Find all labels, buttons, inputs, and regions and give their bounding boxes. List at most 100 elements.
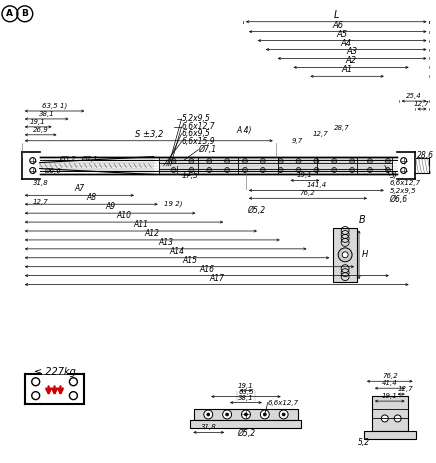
Text: 141,4: 141,4 — [306, 182, 327, 188]
Text: 38,1: 38,1 — [238, 394, 254, 400]
Text: 28,6: 28,6 — [416, 151, 433, 160]
Text: 6,6x12,7: 6,6x12,7 — [390, 181, 421, 187]
Circle shape — [279, 410, 288, 419]
Bar — [194, 408, 297, 420]
Text: H: H — [362, 250, 368, 259]
Bar — [191, 420, 302, 428]
Circle shape — [207, 413, 210, 416]
Circle shape — [207, 159, 212, 163]
Text: A11: A11 — [133, 220, 148, 229]
Text: A8: A8 — [86, 193, 96, 202]
Circle shape — [278, 159, 283, 163]
Text: 19,1: 19,1 — [238, 383, 254, 389]
Circle shape — [314, 159, 319, 163]
Text: 12,7: 12,7 — [414, 101, 429, 107]
Text: S ±3,2: S ±3,2 — [135, 130, 163, 139]
Text: 17,5: 17,5 — [182, 171, 199, 180]
Circle shape — [245, 413, 248, 416]
Text: 63,5 1): 63,5 1) — [42, 102, 67, 109]
Circle shape — [225, 159, 230, 163]
Circle shape — [332, 159, 337, 163]
Text: 19,1: 19,1 — [382, 393, 398, 399]
Text: 26,9: 26,9 — [33, 127, 48, 133]
Circle shape — [342, 252, 348, 258]
Circle shape — [368, 168, 372, 173]
Text: ≤ 227kg: ≤ 227kg — [34, 367, 75, 377]
Circle shape — [171, 159, 176, 163]
Text: 25,4: 25,4 — [405, 93, 422, 99]
Circle shape — [368, 159, 372, 163]
Circle shape — [296, 168, 301, 173]
Circle shape — [242, 168, 248, 173]
Circle shape — [350, 168, 354, 173]
Text: A6: A6 — [332, 21, 343, 30]
Text: 5,2x9,5: 5,2x9,5 — [390, 188, 416, 194]
Text: A14: A14 — [170, 247, 184, 256]
Circle shape — [260, 168, 265, 173]
Circle shape — [171, 168, 176, 173]
Circle shape — [382, 415, 388, 422]
Text: 19,1: 19,1 — [30, 119, 46, 125]
Text: 38,1: 38,1 — [39, 111, 54, 117]
Circle shape — [225, 168, 230, 173]
Text: 6,6x9,5: 6,6x9,5 — [181, 129, 210, 138]
Text: 5,2x9,5: 5,2x9,5 — [181, 114, 210, 124]
Circle shape — [385, 168, 390, 173]
Circle shape — [332, 168, 337, 173]
Text: A9: A9 — [105, 202, 115, 211]
Text: 41,4: 41,4 — [382, 380, 398, 386]
Bar — [333, 227, 357, 282]
Text: B: B — [359, 214, 365, 225]
Text: 5,2: 5,2 — [358, 438, 370, 447]
Text: 12,7: 12,7 — [398, 386, 413, 392]
Circle shape — [260, 410, 269, 419]
Text: Ø5,2: Ø5,2 — [247, 206, 265, 215]
Text: 12,7: 12,7 — [313, 131, 328, 137]
Circle shape — [350, 159, 354, 163]
Text: 19 2): 19 2) — [164, 201, 182, 207]
Circle shape — [223, 410, 232, 419]
Text: Ø6,6: Ø6,6 — [44, 168, 61, 174]
Text: B: B — [21, 9, 28, 19]
Text: 63,5: 63,5 — [238, 388, 254, 394]
Circle shape — [278, 168, 283, 173]
Circle shape — [207, 168, 212, 173]
Circle shape — [385, 159, 390, 163]
Circle shape — [225, 413, 228, 416]
Text: A13: A13 — [158, 238, 173, 247]
Circle shape — [282, 413, 285, 416]
Bar — [372, 396, 408, 431]
Text: 9,7: 9,7 — [292, 138, 303, 144]
Text: 76,2: 76,2 — [382, 373, 398, 379]
Text: 6,6x12,7: 6,6x12,7 — [181, 122, 215, 131]
Text: 12,7: 12,7 — [33, 199, 48, 205]
Text: 6,6x12,7: 6,6x12,7 — [268, 400, 299, 406]
Text: A1: A1 — [341, 65, 353, 74]
Text: Ø7,1: Ø7,1 — [81, 156, 98, 162]
Circle shape — [260, 159, 265, 163]
Circle shape — [204, 410, 213, 419]
Text: A7: A7 — [74, 184, 85, 194]
Circle shape — [189, 168, 194, 173]
Text: A5: A5 — [337, 30, 348, 38]
Text: A: A — [7, 9, 14, 19]
Circle shape — [242, 159, 248, 163]
Text: A10: A10 — [116, 211, 132, 220]
Text: L: L — [334, 10, 339, 20]
Text: 31,8: 31,8 — [201, 425, 217, 430]
Text: A2: A2 — [345, 56, 357, 65]
Polygon shape — [40, 156, 154, 175]
Text: Ø7,1: Ø7,1 — [198, 145, 217, 154]
Text: 76,2: 76,2 — [300, 190, 315, 196]
Circle shape — [314, 168, 319, 173]
Text: A4: A4 — [341, 38, 352, 48]
Circle shape — [242, 410, 250, 419]
Text: A17: A17 — [209, 274, 224, 282]
Circle shape — [263, 413, 266, 416]
Bar — [159, 156, 392, 175]
Text: A16: A16 — [199, 265, 214, 274]
Text: 28,7: 28,7 — [334, 125, 350, 131]
Circle shape — [394, 415, 401, 422]
Text: Ø5,2: Ø5,2 — [59, 156, 76, 162]
Text: A3: A3 — [347, 47, 358, 56]
